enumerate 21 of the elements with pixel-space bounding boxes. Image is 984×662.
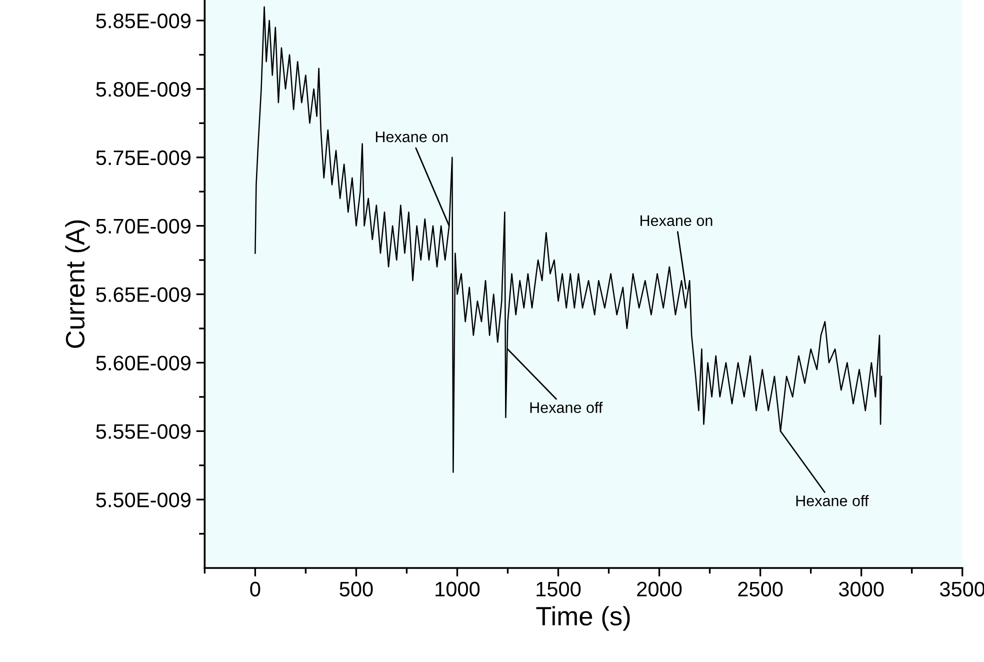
y-tick-label: 5.70E-009 [96,218,190,234]
y-axis-title: Current (A) [65,220,90,348]
annotation: Hexane on [376,132,448,142]
y-tick-label: 5.75E-009 [96,150,190,166]
x-tick-label: 500 [340,582,373,596]
x-tick-label: 2500 [738,582,783,596]
y-tick-label: 5.55E-009 [96,424,190,439]
x-tick-label: 3000 [838,582,884,596]
annotation: Hexane off [530,402,603,414]
x-tick-label: 2000 [637,582,682,596]
annotation: Hexane on [640,215,712,226]
y-tick-label: 5.65E-009 [96,287,190,302]
x-axis-title: Time (s) [536,606,630,631]
y-tick-label: 5.85E-009 [96,14,190,28]
y-tick-label: 5.80E-009 [96,82,190,97]
x-tick-label: 1000 [436,582,480,596]
y-tick-label: 5.50E-009 [96,492,190,508]
x-tick-label: 1500 [536,582,581,596]
x-tick-label: 0 [250,582,260,596]
annotation: Hexane off [796,495,869,506]
y-tick-label: 5.60E-009 [96,356,190,370]
